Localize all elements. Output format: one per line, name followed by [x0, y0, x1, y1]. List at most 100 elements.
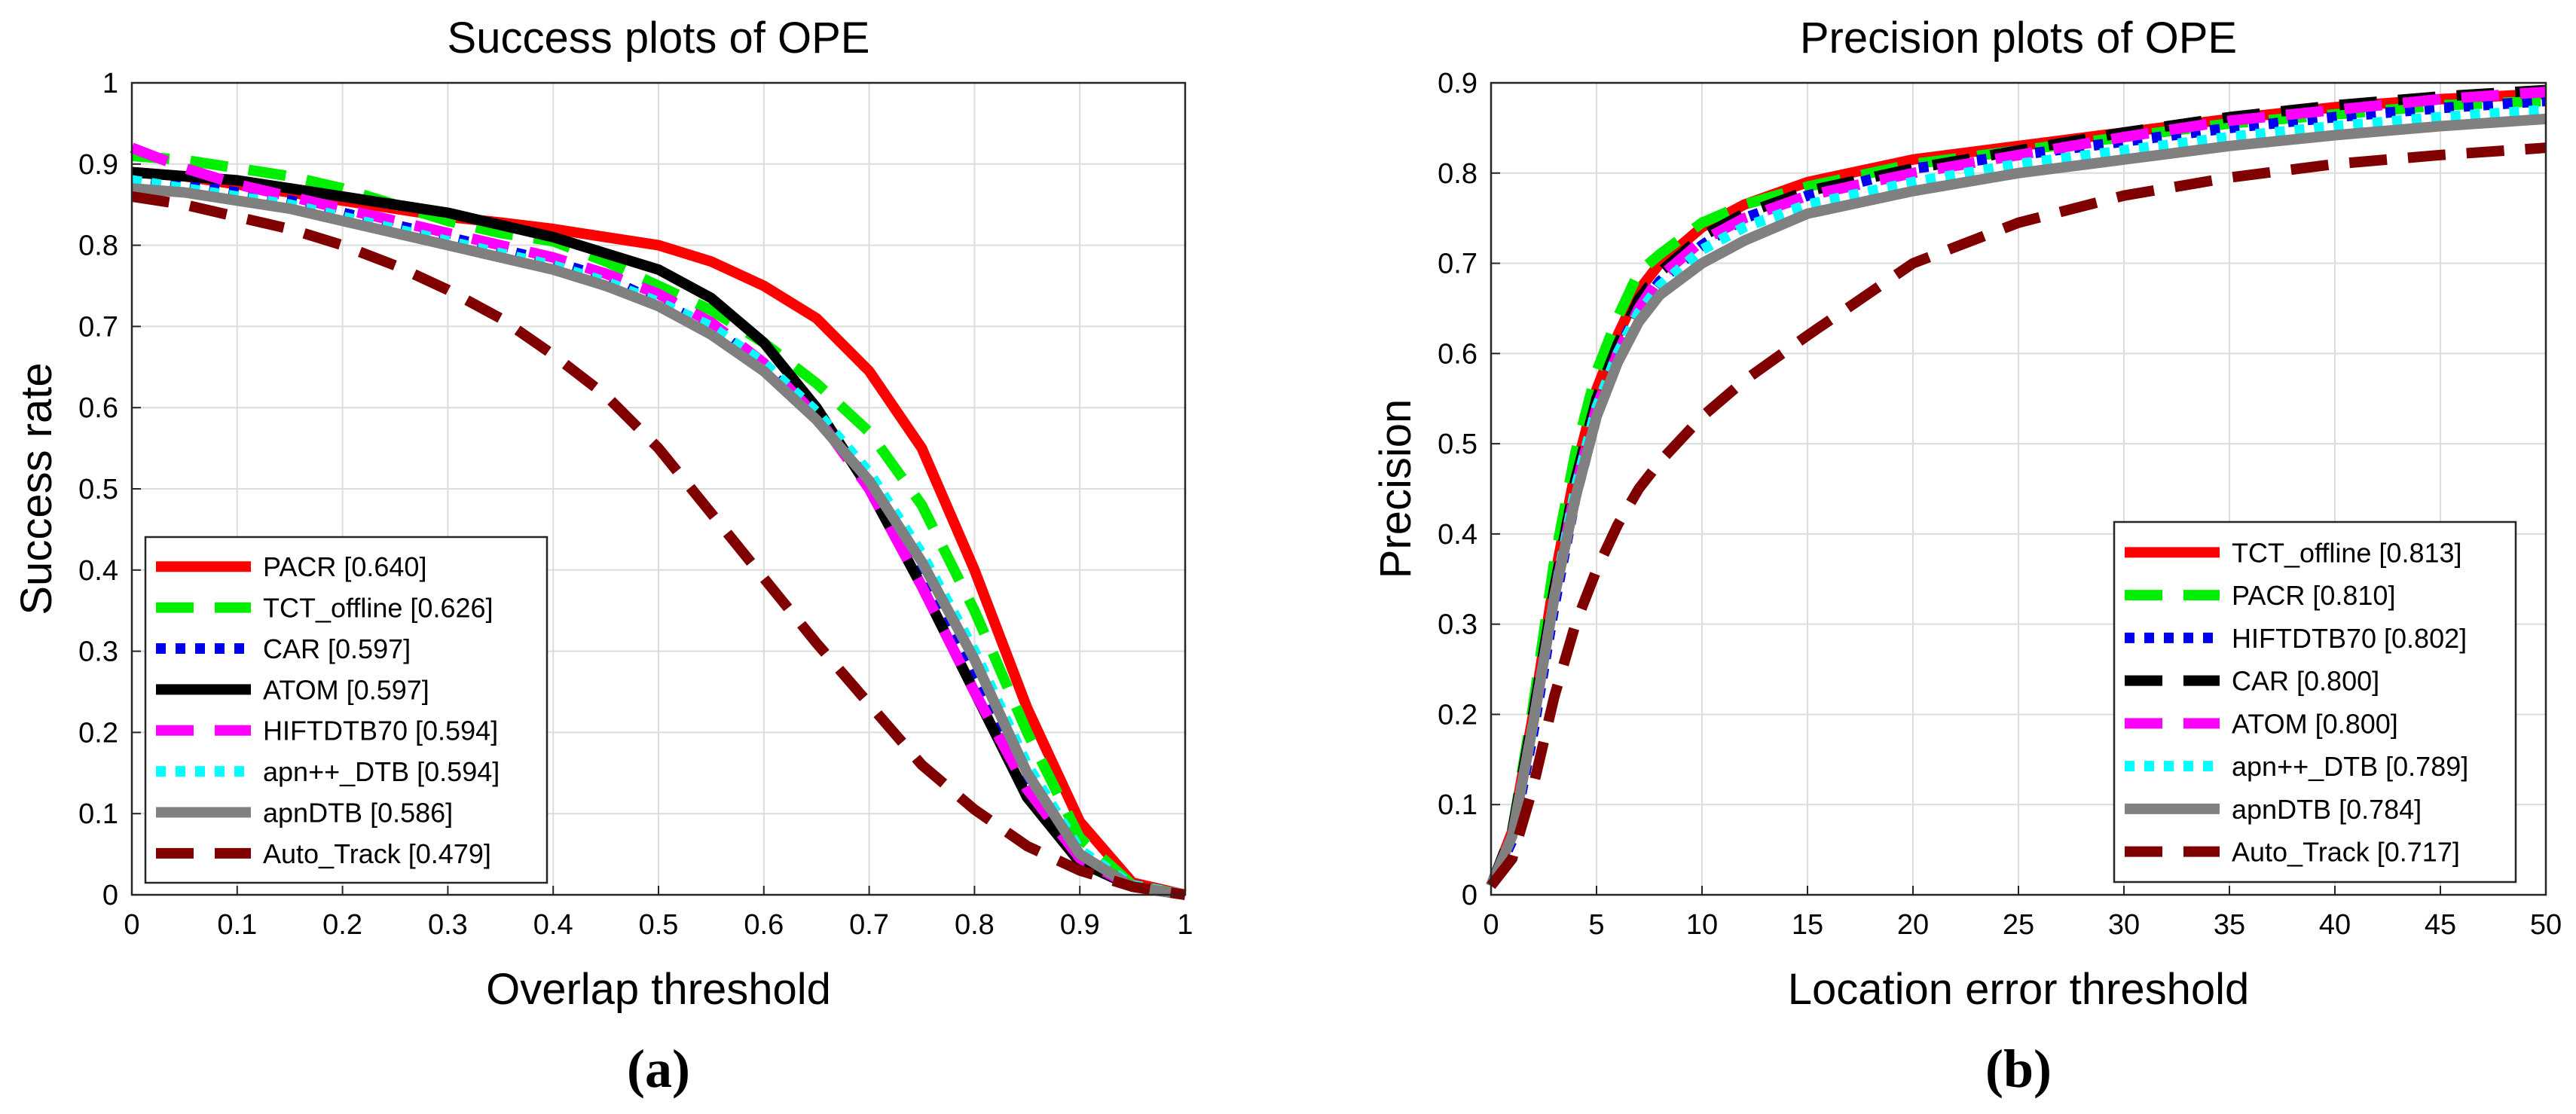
y-tick-label: 0.3	[1438, 609, 1477, 641]
chart-title: Success plots of OPE	[448, 14, 870, 63]
y-tick-label: 0.2	[1438, 699, 1477, 731]
x-tick-label: 1	[1177, 909, 1193, 941]
legend-entry-name: ATOM	[263, 674, 339, 705]
legend-entry-name: HIFTDTB70	[263, 716, 408, 746]
y-tick-label: 0.9	[78, 149, 118, 181]
legend-entry-score: [0.717]	[2370, 837, 2460, 868]
x-axis-label: Overlap threshold	[486, 965, 831, 1014]
legend-entry-name: PACR	[2232, 580, 2305, 611]
legend-entry-score: [0.640]	[336, 551, 426, 582]
legend-entry-score: [0.594]	[408, 716, 498, 746]
y-tick-label: 0.4	[78, 555, 118, 587]
series-line-tct-offline	[131, 151, 1187, 900]
axes-box	[130, 81, 1187, 896]
x-tick-label: 0.1	[217, 909, 257, 941]
legend-entry-score: [0.800]	[2289, 666, 2379, 697]
legend-entry-name: PACR	[263, 551, 336, 582]
legend-entry: PACR [0.640]	[263, 551, 426, 582]
legend-entry-score: [0.479]	[401, 838, 491, 869]
legend-entry-score: [0.802]	[2376, 623, 2467, 654]
y-tick-label: 0.6	[78, 392, 118, 424]
x-tick-label: 30	[2108, 909, 2140, 941]
y-tick-label: 0	[1462, 880, 1477, 911]
x-tick-label: 45	[2425, 909, 2456, 941]
legend-box	[2113, 520, 2517, 884]
legend-entry-score: [0.800]	[2308, 708, 2398, 739]
x-axis-label: Location error threshold	[1788, 965, 2250, 1014]
legend-entry: HIFTDTB70 [0.594]	[263, 716, 498, 746]
y-tick-label: 0.9	[1438, 68, 1477, 99]
success-plot-panel: 0 0.1 0.2 0.3 0.4 0.5 0.6 0.7 0.8 0.9 1 0 0.1 0.2 0.3 0…	[12, 14, 1193, 1099]
x-tick-label: 0.6	[744, 909, 784, 941]
legend-entry-name: CAR	[2232, 666, 2289, 697]
chart-title: Precision plots of OPE	[1800, 14, 2237, 63]
x-tick-label: 0	[1483, 909, 1499, 941]
x-tick-label: 20	[1897, 909, 1929, 941]
legend-entry: apnDTB [0.586]	[263, 797, 453, 828]
y-tick-label: 0.7	[1438, 249, 1477, 280]
legend-entry-name: TCT_offline	[2232, 537, 2371, 568]
y-tick-label: 0.2	[78, 717, 118, 749]
legend-entry: CAR [0.800]	[2232, 666, 2379, 697]
legend-entry-score: [0.586]	[362, 797, 453, 828]
x-tick-label: 15	[1792, 909, 1823, 941]
legend-entry-name: apn++_DTB	[2232, 751, 2378, 782]
x-tick-label: 10	[1686, 909, 1718, 941]
legend: TCT_offline [0.813] PACR [0.810] HIFTDTB70…	[2113, 520, 2517, 884]
y-axis-label: Precision	[1371, 399, 1420, 579]
precision-plot-panel: 0 5 10 15 20 25 30 35 40 45 50 0 0.1 0.2 0.3 0.4 0.5 0.6 0…	[1371, 14, 2562, 1099]
legend-entry-name: apnDTB	[263, 797, 362, 828]
y-tick-label: 0.7	[78, 311, 118, 343]
series-line-hiftdtb70	[130, 142, 1187, 900]
legend-entry: ATOM [0.800]	[2232, 708, 2398, 739]
legend-entry: CAR [0.597]	[263, 633, 411, 664]
legend-entry-score: [0.626]	[402, 593, 493, 624]
x-tick-label: 0.9	[1060, 909, 1100, 941]
legend-entry-name: apn++_DTB	[263, 756, 409, 787]
legend-entry: apnDTB [0.784]	[2232, 794, 2422, 825]
legend-entry-score: [0.789]	[2378, 751, 2468, 782]
x-tick-label: 5	[1588, 909, 1604, 941]
legend-entry-name: ATOM	[2232, 708, 2308, 739]
legend-entry: apn++_DTB [0.789]	[2232, 751, 2468, 782]
legend-box	[144, 536, 549, 884]
legend-entry-score: [0.597]	[339, 674, 429, 705]
legend-entry-score: [0.594]	[409, 756, 500, 787]
legend: PACR [0.640] TCT_offline [0.626] CAR [0.59…	[144, 536, 549, 884]
legend-entry-name: HIFTDTB70	[2232, 623, 2376, 654]
axes-box	[1490, 81, 2547, 896]
legend-entry: TCT_offline [0.813]	[2232, 537, 2462, 568]
x-tick-label: 25	[2003, 909, 2034, 941]
x-tick-label: 0	[124, 909, 139, 941]
legend-entry: TCT_offline [0.626]	[263, 593, 494, 624]
series-line-apndtb	[131, 183, 1187, 900]
y-tick-label: 0.8	[1438, 158, 1477, 190]
panel-caption: (b)	[1985, 1039, 2052, 1099]
legend-entry-score: [0.597]	[320, 633, 411, 664]
legend-entry: HIFTDTB70 [0.802]	[2232, 623, 2467, 654]
legend-entry: apn++_DTB [0.594]	[263, 756, 500, 787]
legend-entry-score: [0.813]	[2371, 537, 2461, 568]
legend-entry-name: TCT_offline	[263, 593, 402, 624]
legend-entry: PACR [0.810]	[2232, 580, 2395, 611]
y-tick-label: 0.3	[78, 636, 118, 668]
x-tick-label: 35	[2214, 909, 2245, 941]
panel-caption: (a)	[627, 1039, 690, 1099]
y-tick-label: 1	[102, 68, 118, 99]
legend-entry-name: CAR	[263, 633, 320, 664]
legend-entry: ATOM [0.597]	[263, 674, 429, 705]
legend-entry: Auto_Track [0.479]	[263, 838, 491, 869]
y-tick-label: 0.5	[78, 474, 118, 505]
legend-entry-name: Auto_Track	[263, 838, 402, 869]
series-line-auto-track	[130, 191, 1187, 900]
series-line-auto-track	[1487, 142, 2547, 890]
x-tick-label: 50	[2530, 909, 2562, 941]
legend-entry-name: apnDTB	[2232, 794, 2331, 825]
y-tick-label: 0.1	[78, 798, 118, 830]
y-tick-label: 0.8	[78, 230, 118, 262]
y-tick-label: 0.4	[1438, 519, 1477, 551]
x-tick-label: 0.4	[533, 909, 573, 941]
legend-entry-score: [0.784]	[2331, 794, 2422, 825]
y-tick-label: 0.6	[1438, 338, 1477, 370]
